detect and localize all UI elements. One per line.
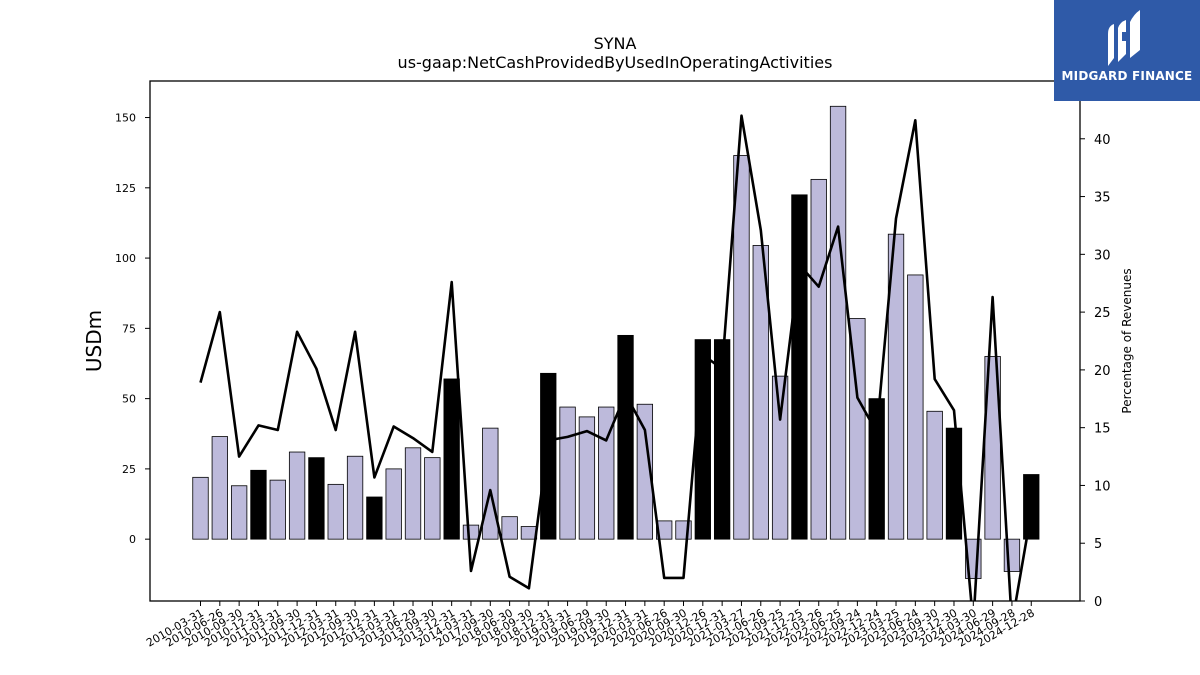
y-tick-label: 75 bbox=[122, 322, 136, 335]
bar-2020-03-31 bbox=[636, 403, 654, 540]
bar-2014-03-31 bbox=[462, 524, 480, 540]
bar-2023-06-24 bbox=[907, 274, 924, 540]
bar-2011-09-30 bbox=[288, 451, 306, 540]
bar-2019-06-29 bbox=[578, 416, 596, 540]
bar-2021-12-25 bbox=[791, 194, 808, 540]
percentage-line bbox=[199, 114, 1033, 601]
y-tick-label: 25 bbox=[122, 463, 136, 476]
logo-text: MIDGARD FINANCE bbox=[1061, 69, 1193, 83]
bar-2013-03-31 bbox=[385, 468, 402, 540]
y2-tick-label: 30 bbox=[1094, 248, 1111, 263]
y2-tick-label: 40 bbox=[1094, 133, 1111, 148]
y2-tick-label: 10 bbox=[1094, 479, 1111, 494]
bar-2022-03-26 bbox=[810, 178, 827, 540]
y-axis-label: USDm bbox=[82, 310, 106, 372]
y2-tick-label: 5 bbox=[1094, 537, 1102, 552]
logo-mark-icon bbox=[1108, 10, 1140, 66]
y2-tick-label: 35 bbox=[1094, 191, 1111, 206]
y-tick-label: 125 bbox=[115, 182, 136, 195]
bar-2020-06-26 bbox=[656, 520, 673, 540]
bar-2012-09-30 bbox=[346, 455, 364, 540]
bars-layer bbox=[192, 105, 1040, 579]
bar-2013-06-29 bbox=[404, 447, 422, 540]
left-axis-ticks: 0 25 50 75 100 125 150 bbox=[115, 112, 150, 546]
bar-2012-03-31 bbox=[327, 483, 344, 540]
bar-2013-12-31 bbox=[443, 378, 460, 540]
bar-2020-12-31 bbox=[713, 339, 731, 540]
bar-2022-06-25 bbox=[829, 105, 847, 540]
bar-2019-09-30 bbox=[598, 406, 615, 540]
bar-2010-09-30 bbox=[230, 485, 248, 540]
bar-2021-06-26 bbox=[752, 245, 769, 540]
y2-tick-label: 0 bbox=[1094, 595, 1102, 610]
bar-2011-03-31 bbox=[269, 479, 286, 540]
y-tick-label: 0 bbox=[129, 533, 136, 546]
brand-logo: MIDGARD FINANCE bbox=[1054, 0, 1200, 101]
bar-2010-06-26 bbox=[211, 436, 228, 540]
bar-2011-12-31 bbox=[308, 457, 325, 540]
x-axis-ticks: 2010-03-312010-06-262010-09-302010-12-31… bbox=[144, 601, 1037, 650]
y2-tick-label: 15 bbox=[1094, 422, 1111, 437]
y-tick-label: 100 bbox=[115, 252, 136, 265]
bar-2024-12-28 bbox=[1023, 474, 1040, 540]
bar-2010-12-31 bbox=[250, 469, 267, 540]
right-axis-ticks: 0 5 10 15 20 25 30 35 40 bbox=[1080, 133, 1111, 610]
bar-2010-03-31 bbox=[192, 476, 209, 540]
bar-2021-09-25 bbox=[771, 375, 789, 540]
y-tick-label: 50 bbox=[122, 393, 136, 406]
chart-title: SYNA bbox=[594, 34, 637, 53]
bar-2012-12-31 bbox=[366, 496, 383, 540]
bar-2017-09-30 bbox=[482, 427, 499, 540]
line-layer bbox=[199, 114, 1033, 601]
chart-subtitle: us-gaap:NetCashProvidedByUsedInOperating… bbox=[398, 53, 833, 72]
y2-axis-label: Percentage of Revenues bbox=[1120, 268, 1134, 413]
bar-2019-12-31 bbox=[617, 334, 634, 540]
bar-2019-03-31 bbox=[559, 406, 576, 540]
bar-2023-03-25 bbox=[887, 233, 905, 540]
bar-2021-03-27 bbox=[733, 155, 750, 540]
plot-frame bbox=[149, 80, 1081, 602]
y2-tick-label: 20 bbox=[1094, 364, 1111, 379]
bar-2022-12-24 bbox=[868, 398, 885, 540]
y-tick-label: 150 bbox=[115, 112, 136, 125]
bar-2023-09-30 bbox=[926, 410, 943, 540]
y2-tick-label: 25 bbox=[1094, 306, 1111, 321]
bar-2018-06-30 bbox=[501, 516, 518, 540]
bar-2013-09-30 bbox=[424, 457, 441, 540]
bar-2018-12-31 bbox=[540, 372, 557, 540]
